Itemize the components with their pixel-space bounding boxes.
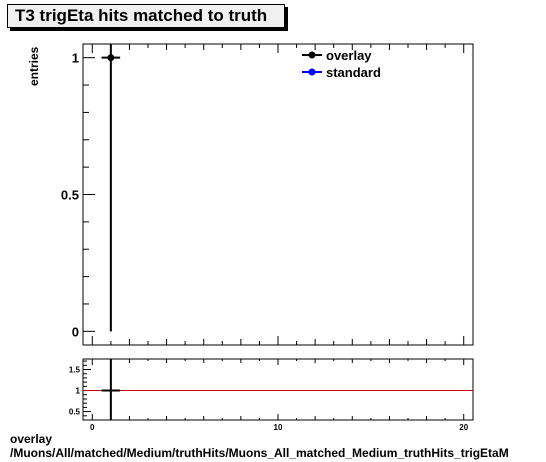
main-y-tick-label: 0: [72, 324, 79, 339]
title-box: T3 trigEta hits matched to truth: [7, 4, 285, 28]
ratio-y-tick-label: 1: [76, 387, 81, 396]
ratio-x-tick-label: 20: [459, 423, 468, 432]
legend-marker-standard: [308, 68, 316, 76]
main-y-tick-label: 0.5: [61, 188, 79, 203]
chart-title: T3 trigEta hits matched to truth: [15, 6, 268, 25]
ratio-y-tick-label: 1.5: [69, 366, 81, 375]
legend-label-standard: standard: [326, 65, 381, 80]
footer: overlay /Muons/All/matched/Medium/truthH…: [10, 432, 509, 460]
legend-label-overlay: overlay: [326, 48, 372, 63]
ratio-y-tick-label: 0.5: [69, 408, 81, 417]
footer-line-1: overlay: [10, 432, 53, 446]
overlay-data-point: [107, 54, 115, 62]
ratio-plot: 0 10 20 0.5 1 1.5: [69, 358, 474, 432]
footer-line-2: /Muons/All/matched/Medium/truthHits/Muon…: [10, 446, 509, 460]
main-y-tick-label: 1: [72, 51, 79, 66]
main-frame: [82, 43, 474, 346]
ratio-frame: [82, 358, 474, 421]
ratio-x-tick-label: 0: [90, 423, 95, 432]
ratio-x-tick-label: 10: [274, 423, 283, 432]
y-axis-label: entries: [27, 46, 41, 86]
main-plot: 0 0.5 1 overlay standard: [61, 43, 474, 346]
legend-marker-overlay: [308, 51, 316, 59]
